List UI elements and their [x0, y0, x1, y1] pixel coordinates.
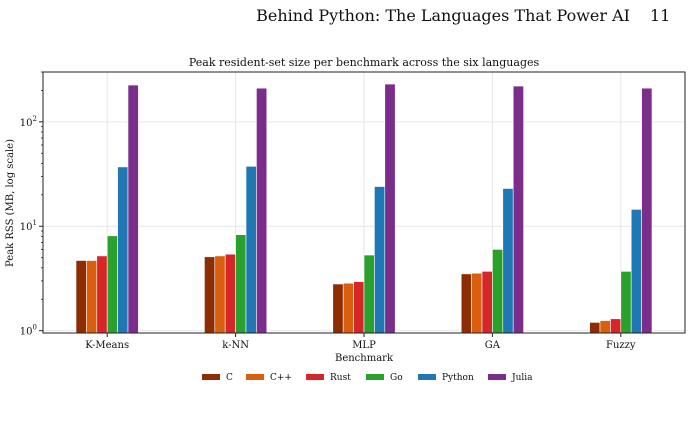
y-axis-label: Peak RSS (MB, log scale): [5, 139, 16, 267]
x-axis: K-Means k-NN MLP GA Fuzzy: [85, 333, 636, 351]
x-tick-label: GA: [485, 340, 501, 351]
y-axis: 100 101 102: [20, 71, 43, 338]
bar-julia-1: [256, 87, 268, 334]
bar-python-4: [630, 209, 642, 334]
bar-python-1: [245, 166, 257, 334]
x-tick-label: Fuzzy: [606, 340, 636, 351]
bar-cp-4: [599, 320, 611, 334]
bar-cp-0: [86, 260, 98, 334]
bar-julia-4: [641, 87, 653, 334]
legend: C C++ Rust Go Python Julia: [202, 373, 533, 383]
legend-entry: Go: [390, 373, 403, 383]
x-tick-label: k-NN: [222, 340, 249, 351]
page-number: 11: [650, 6, 671, 25]
legend-swatch: [366, 374, 384, 380]
legend-entry: Julia: [511, 373, 533, 383]
bar-cp-1: [214, 255, 226, 334]
y-tick-label: 102: [20, 115, 37, 129]
bar-cp-2: [342, 282, 354, 334]
chart-title: Peak resident-set size per benchmark acr…: [189, 56, 540, 69]
y-tick-label: 101: [20, 219, 37, 233]
page-header: Behind Python: The Languages That Power …: [0, 0, 696, 30]
bar-julia-0: [127, 84, 139, 334]
legend-swatch: [306, 374, 324, 380]
bar-python-2: [374, 186, 386, 334]
bar-c-4: [589, 322, 601, 334]
bar-rust-4: [610, 318, 622, 334]
legend-entry: C: [226, 373, 233, 383]
legend-entry: Python: [442, 373, 474, 383]
bar-julia-3: [512, 85, 524, 334]
legend-entry: Rust: [330, 373, 351, 383]
legend-swatch: [488, 374, 506, 380]
legend-swatch: [202, 374, 220, 380]
x-axis-label: Benchmark: [335, 353, 394, 364]
legend-swatch: [246, 374, 264, 380]
legend-swatch: [418, 374, 436, 380]
bar-rust-1: [224, 253, 236, 334]
x-tick-label: MLP: [352, 340, 376, 351]
x-tick-label: K-Means: [85, 340, 129, 351]
bar-go-0: [106, 235, 118, 334]
bar-go-2: [363, 254, 375, 334]
bar-c-2: [332, 283, 344, 334]
page-header-title: Behind Python: The Languages That Power …: [256, 6, 630, 25]
bar-python-0: [117, 166, 129, 334]
bar-rust-3: [481, 271, 493, 334]
bar-rust-0: [96, 255, 108, 334]
bar-c-0: [75, 260, 87, 334]
bar-go-1: [235, 234, 247, 334]
bar-rust-2: [353, 281, 365, 334]
legend-entry: C++: [270, 373, 292, 383]
bar-julia-2: [384, 83, 396, 334]
bar-go-4: [620, 271, 632, 334]
bar-c-1: [204, 256, 216, 334]
y-tick-label: 100: [20, 324, 37, 338]
bar-go-3: [492, 249, 504, 334]
bar-python-3: [502, 188, 514, 334]
bar-c-3: [460, 273, 472, 334]
bar-cp-3: [471, 272, 483, 334]
